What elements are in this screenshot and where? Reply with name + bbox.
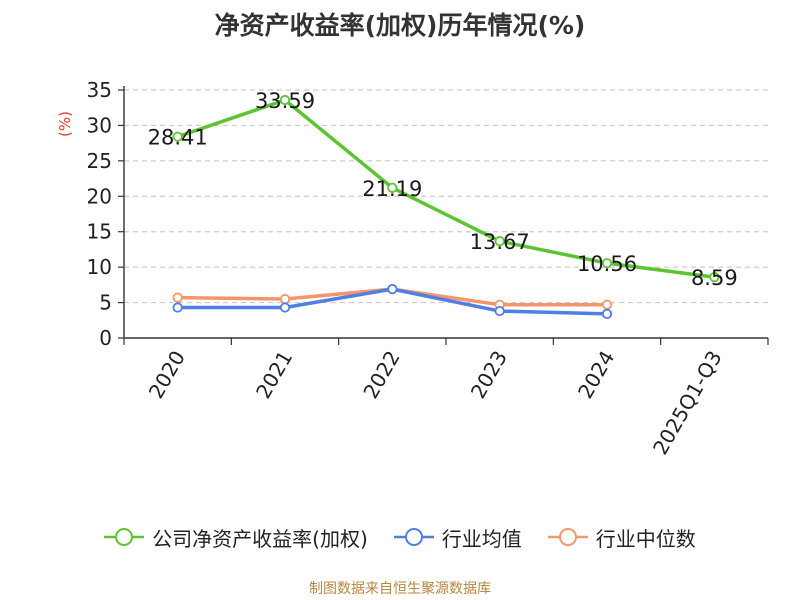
series-lines [172,94,720,320]
data-label: 8.59 [691,266,738,290]
legend-label: 公司净资产收益率(加权) [152,526,368,551]
y-axis-label: (%) [56,111,74,137]
data-point [601,299,613,310]
legend-label: 行业中位数 [595,526,696,551]
legend-item[interactable]: 行业中位数 [547,523,696,552]
data-point [172,292,183,303]
data-point [172,302,183,313]
series-line [175,98,717,279]
y-tick-label: 15 [87,220,112,244]
y-tick-label: 25 [87,149,112,173]
data-point [709,272,720,283]
data-label: 28.41 [148,126,208,150]
y-tick-label: 20 [87,184,112,208]
source-footer: 制图数据来自恒生聚源数据库 [309,581,491,597]
y-tick-label: 30 [87,113,112,137]
legend-line-circle-icon [547,528,588,546]
data-point [279,94,291,106]
x-tick-label: 2021 [251,347,297,403]
x-tick-label: 2024 [573,347,619,403]
x-tick-label: 2020 [144,347,190,403]
x-tick-label: 2025Q1-Q3 [648,347,727,459]
legend-circle [115,528,134,546]
legend-label: 行业均值 [441,526,522,551]
data-point [387,182,398,193]
data-point [279,302,291,313]
legend: 公司净资产收益率(加权) 行业均值 行业中位数 [0,520,800,554]
y-tick-label: 35 [87,78,112,102]
data-point [172,131,183,142]
data-label: 21.19 [362,177,422,201]
data-point [494,305,505,317]
x-tick-label: 2023 [466,346,512,402]
y-tick-label: 0 [99,326,112,350]
y-tick-label: 5 [99,291,112,315]
legend-circle [558,528,577,546]
legend-item[interactable]: 公司净资产收益率(加权) [104,523,368,552]
data-point [601,308,613,320]
data-point [601,258,613,269]
chart-title: 净资产收益率(加权)历年情况(%) [214,11,586,40]
data-label: 13.67 [470,230,530,254]
y-tick-label: 10 [87,255,112,279]
data-point [494,236,505,247]
data-point [279,293,291,305]
legend-circle [404,528,423,546]
data-labels: 28.41 33.59 21.19 13.67 10.56 8.59 [148,89,738,290]
legend-line-circle-icon [393,528,434,546]
data-label: 10.56 [577,252,637,276]
data-point [387,284,398,295]
legend-line-circle-icon [104,528,145,546]
data-label: 33.59 [255,89,315,113]
legend-item[interactable]: 行业均值 [393,523,522,552]
x-tick-label: 2022 [358,347,404,403]
